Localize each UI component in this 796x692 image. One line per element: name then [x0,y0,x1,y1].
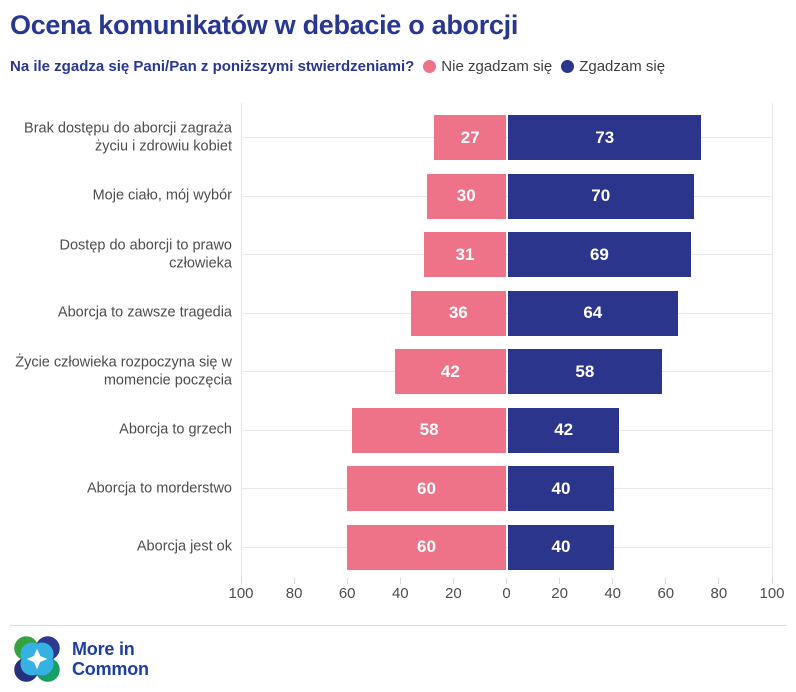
bar-value-disagree: 58 [419,420,439,439]
axis-tick-label: 100 [228,585,254,602]
bar-value-agree: 42 [554,420,574,439]
axis-tick-label: 40 [604,585,622,602]
category-label: Dostęp do aborcji to prawo człowieka [59,236,233,272]
bar-disagree: 60 [347,466,506,511]
bar-value-disagree: 36 [448,303,468,322]
axis-tick-mark [452,578,454,584]
row-gridline [241,254,772,255]
row-gridline [241,429,772,431]
more-in-common-logo-icon [14,636,60,682]
row-gridline [241,137,772,138]
axis-tick-mark [399,578,401,584]
bar-agree: 40 [508,466,614,511]
category-label: Aborcja to grzech [119,421,232,438]
chart-area: Brak dostępu do aborcji zagraża życiu i … [0,103,796,584]
bar-disagree: 27 [434,115,506,160]
row-gridline [241,195,772,197]
bar-value-disagree: 42 [440,361,460,381]
axis-tick-label: 60 [338,585,356,602]
bar-value-disagree: 30 [456,186,476,205]
row-gridline [241,488,772,489]
bar-disagree: 30 [426,173,506,219]
bar-disagree: 42 [394,349,506,394]
category-label: Aborcja to zawsze tragedia [57,304,232,321]
row-gridline [241,546,772,548]
bar-agree: 70 [508,173,694,219]
axis-tick-mark [506,578,507,584]
bar-agree: 58 [508,349,662,394]
row-gridline [241,312,772,314]
axis-tick-mark [240,578,242,584]
bar-value-disagree: 60 [417,537,436,556]
bar-value-disagree: 27 [460,127,480,147]
category-label: Moje ciało, mój wybór [92,187,232,204]
bar-agree: 40 [508,524,614,570]
logo-wordmark: More in Common [72,639,149,679]
survey-question: Na ile zgadza się Pani/Pan z poniższymi … [10,58,415,75]
axis-tick-mark [293,578,295,584]
bar-agree: 69 [508,232,691,277]
category-label: Brak dostępu do aborcji zagraża życiu i … [24,119,232,155]
legend-dot-agree-icon [561,60,575,73]
axis-tick-label: 40 [391,585,409,602]
bar-value-agree: 73 [595,127,615,147]
axis-tick-mark [771,578,773,584]
axis-tick-label: 80 [710,585,728,602]
row-gridline [241,371,772,372]
bar-disagree: 60 [347,524,506,570]
bar-value-agree: 69 [589,244,609,264]
axis-tick-mark [665,578,667,584]
gridline-left-100 [240,103,242,584]
bar-disagree: 36 [410,290,506,336]
x-axis: 100 80 60 40 20 0 20 40 60 80 100 [0,585,796,605]
gridline-right-100 [771,103,773,584]
axis-tick-mark [612,578,614,584]
axis-tick-label: 20 [551,585,568,602]
legend-label-disagree: Nie zgadzam się [441,58,553,75]
bar-value-agree: 58 [575,361,595,381]
legend-item-agree: Zgadzam się [561,58,665,75]
bar-value-disagree: 31 [455,244,475,264]
legend-dot-disagree-icon [423,60,437,73]
footer: More in Common [12,634,149,684]
category-label: Aborcja to morderstwo [86,480,232,497]
legend-label-agree: Zgadzam się [579,58,666,75]
page-title: Ocena komunikatów w debacie o aborcji [10,10,519,40]
logo-line-2: Common [72,659,149,679]
footer-divider [10,625,786,626]
bar-value-agree: 40 [551,537,571,556]
axis-tick-label: 0 [502,585,511,602]
axis-tick-label: 100 [759,585,785,602]
bar-agree: 64 [508,290,678,336]
bar-value-agree: 70 [591,186,611,205]
bar-value-disagree: 60 [417,478,436,498]
bar-disagree: 58 [352,407,506,453]
axis-tick-mark [346,578,348,584]
subtitle-row: Na ile zgadza się Pani/Pan z poniższymi … [10,58,790,75]
axis-tick-label: 20 [445,585,462,602]
category-label: Życie człowieka rozpoczyna się w momenci… [15,353,232,389]
axis-tick-mark [559,578,561,584]
category-label: Aborcja jest ok [136,538,232,555]
legend-item-disagree: Nie zgadzam się [423,58,552,75]
bar-disagree: 31 [423,232,506,277]
bar-agree: 42 [508,407,620,453]
bar-value-agree: 40 [551,478,571,498]
axis-tick-label: 80 [285,585,303,602]
axis-tick-label: 60 [657,585,675,602]
logo-line-1: More in [72,639,135,659]
axis-tick-mark [718,578,720,584]
bar-value-agree: 64 [583,303,603,322]
bar-agree: 73 [508,115,702,160]
